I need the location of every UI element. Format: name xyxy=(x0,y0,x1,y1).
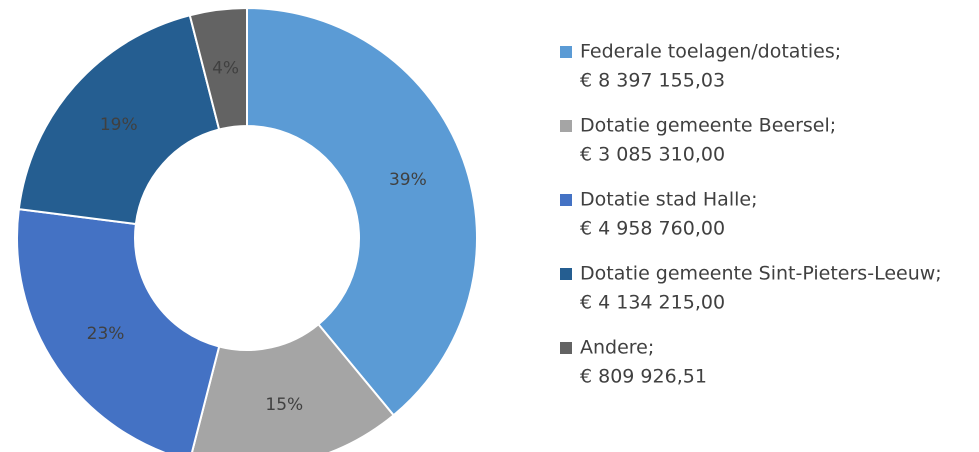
legend-amount: € 3 085 310,00 xyxy=(580,144,725,166)
slice xyxy=(191,322,396,452)
legend-label: Federale toelagen/dotaties; xyxy=(580,41,841,63)
slice xyxy=(246,6,478,417)
legend-swatch xyxy=(560,46,572,58)
slice xyxy=(188,6,248,131)
legend-amount: € 8 397 155,03 xyxy=(580,70,725,92)
legend-label: Dotatie gemeente Beersel; xyxy=(580,115,836,137)
slice-label: 39% xyxy=(389,170,427,190)
legend-swatch xyxy=(560,194,572,206)
legend-amount: € 809 926,51 xyxy=(580,366,707,388)
slice xyxy=(17,14,221,226)
slice-label: 19% xyxy=(100,115,138,135)
slice-label: 15% xyxy=(265,395,303,415)
legend-swatch xyxy=(560,268,572,280)
legend-swatch xyxy=(560,342,572,354)
legend-label: Andere; xyxy=(580,337,654,359)
slice xyxy=(16,208,221,452)
legend-swatch xyxy=(560,120,572,132)
legend-label: Dotatie stad Halle; xyxy=(580,189,757,211)
slice-label: 23% xyxy=(87,324,125,344)
legend-amount: € 4 134 215,00 xyxy=(580,292,725,314)
slice-label: 4% xyxy=(212,58,239,78)
legend-label: Dotatie gemeente Sint-Pieters-Leeuw; xyxy=(580,263,942,285)
legend-amount: € 4 958 760,00 xyxy=(580,218,725,240)
